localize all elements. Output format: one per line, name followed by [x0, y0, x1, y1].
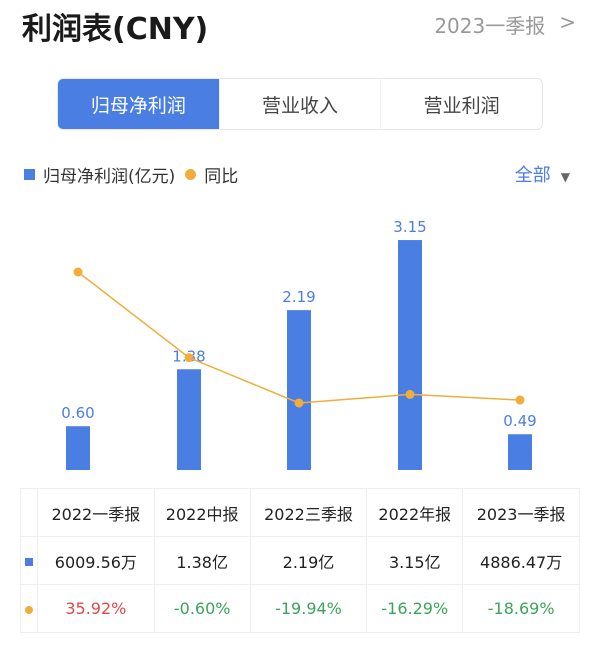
dropdown-arrow-icon: ▼ [560, 170, 570, 184]
data-table: 2022一季报 2022中报 2022三季报 2022年报 2023一季报 60… [20, 488, 580, 633]
filter-dropdown[interactable]: 全部 ▼ [515, 161, 570, 187]
tab-operating-profit[interactable]: 营业利润 [380, 79, 542, 129]
period-label: 2023一季报 [434, 14, 546, 38]
bar-label: 0.49 [503, 412, 536, 430]
cell: -19.94% [249, 584, 368, 633]
dot-marker-icon [25, 606, 33, 614]
bar-label: 2.19 [282, 288, 315, 306]
table-header-row: 2022一季报 2022中报 2022三季报 2022年报 2023一季报 [20, 488, 580, 537]
yoy-point [294, 398, 304, 408]
cell: -16.29% [366, 584, 464, 633]
chevron-right-icon: > [559, 10, 576, 34]
filter-label: 全部 [514, 165, 551, 186]
cell: 3.15亿 [366, 536, 464, 585]
bar [508, 434, 532, 470]
tab-net-profit[interactable]: 归母净利润 [58, 79, 219, 129]
bar [398, 240, 422, 470]
bar-legend-icon [24, 169, 35, 180]
table-row-yoy: 35.92% -0.60% -19.94% -16.29% -18.69% [20, 584, 580, 633]
bar-label: 0.60 [61, 404, 94, 422]
cell: 1.38亿 [153, 536, 251, 585]
col-header: 2022年报 [366, 488, 464, 537]
chart-legend: 归母净利润(亿元) 同比 [24, 162, 238, 187]
cell: -18.69% [462, 584, 580, 633]
period-selector[interactable]: 2023一季报 > [434, 10, 576, 39]
col-header: 2022中报 [153, 488, 251, 537]
profit-chart: 0.601.382.193.150.49 [61, 218, 537, 470]
yoy-point [73, 267, 83, 277]
yoy-point [515, 395, 525, 405]
legend-bar-label: 归母净利润(亿元) [43, 167, 176, 187]
bar-label: 3.15 [393, 218, 426, 236]
legend-line-label: 同比 [204, 167, 239, 187]
col-header: 2022三季报 [249, 488, 368, 537]
metric-tabs: 归母净利润 营业收入 营业利润 [57, 78, 543, 130]
page-title: 利润表(CNY) [22, 12, 209, 47]
col-header: 2022一季报 [37, 488, 155, 537]
bar [287, 310, 311, 470]
cell: 2.19亿 [249, 536, 368, 585]
cell: 6009.56万 [37, 536, 155, 585]
bar-marker-icon [25, 558, 33, 566]
line-legend-icon [185, 169, 197, 180]
yoy-point [184, 353, 194, 363]
cell: 4886.47万 [462, 536, 580, 585]
tab-revenue[interactable]: 营业收入 [218, 79, 381, 129]
bar [177, 369, 201, 470]
bar [66, 426, 90, 470]
table-row-profit: 6009.56万 1.38亿 2.19亿 3.15亿 4886.47万 [20, 536, 580, 585]
yoy-point [405, 389, 415, 399]
cell: -0.60% [153, 584, 251, 633]
cell: 35.92% [37, 584, 155, 633]
col-header: 2023一季报 [462, 488, 580, 537]
